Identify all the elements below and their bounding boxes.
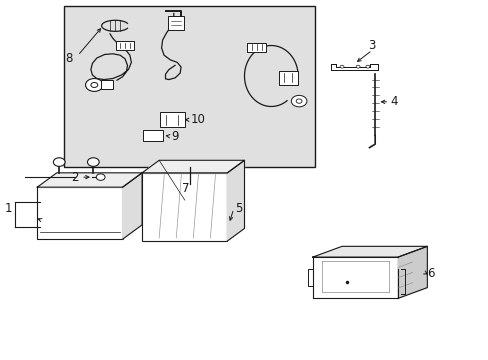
Text: 7: 7 [182, 183, 189, 195]
Polygon shape [142, 160, 244, 173]
Polygon shape [397, 246, 427, 298]
FancyBboxPatch shape [279, 71, 297, 85]
Polygon shape [330, 64, 377, 69]
Text: 10: 10 [190, 113, 205, 126]
Polygon shape [122, 173, 142, 239]
Polygon shape [312, 246, 427, 257]
Polygon shape [37, 173, 142, 187]
FancyBboxPatch shape [116, 41, 134, 50]
Circle shape [85, 78, 103, 91]
Text: 8: 8 [65, 51, 73, 64]
Text: 6: 6 [427, 267, 434, 280]
Bar [64, 6, 315, 167]
FancyBboxPatch shape [101, 80, 113, 89]
Circle shape [365, 65, 369, 68]
FancyBboxPatch shape [168, 16, 183, 30]
Circle shape [53, 158, 65, 166]
Bar [142, 173, 227, 241]
Circle shape [91, 82, 98, 87]
Text: 5: 5 [234, 202, 242, 215]
Text: 9: 9 [171, 130, 179, 143]
Circle shape [296, 99, 302, 103]
Circle shape [87, 158, 99, 166]
FancyBboxPatch shape [142, 130, 163, 140]
FancyBboxPatch shape [159, 112, 184, 127]
Circle shape [355, 65, 359, 68]
Text: 2: 2 [71, 171, 79, 184]
Text: 3: 3 [368, 39, 375, 52]
Bar [37, 187, 122, 239]
Circle shape [339, 65, 343, 68]
Text: 4: 4 [390, 95, 397, 108]
Circle shape [96, 174, 105, 180]
Circle shape [291, 95, 306, 107]
FancyBboxPatch shape [247, 42, 265, 52]
Polygon shape [227, 160, 244, 241]
Text: 1: 1 [5, 202, 12, 215]
